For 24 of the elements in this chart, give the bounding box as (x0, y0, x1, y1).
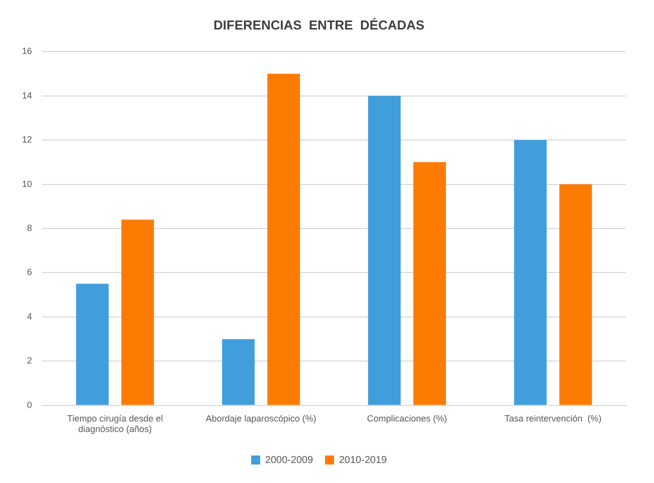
x-tick-label: Tasa reintervención (%) (504, 413, 602, 424)
y-tick-label: 16 (22, 46, 32, 56)
legend-label: 2000-2009 (265, 454, 314, 466)
y-tick-label: 12 (22, 134, 32, 145)
bar (76, 284, 109, 405)
bar (413, 162, 446, 405)
bar (559, 184, 592, 405)
bar (121, 220, 154, 405)
chart-title: DIFERENCIAS ENTRE DÉCADAS (214, 17, 425, 32)
y-tick-label: 2 (26, 356, 32, 366)
x-tick-label: Abordaje laparoscópico (%) (206, 413, 316, 424)
y-tick-label: 6 (26, 267, 32, 278)
bar (267, 74, 300, 405)
bar (222, 339, 255, 405)
y-tick-label: 14 (22, 90, 32, 100)
y-tick-label: 4 (26, 311, 32, 322)
x-tick-label: Tiempo cirugía desde el diagnóstico (años) (67, 413, 163, 434)
x-tick-label: Complicaciones (%) (366, 413, 448, 424)
legend-label: 2010-2019 (339, 454, 388, 466)
bar (368, 96, 401, 405)
bar (514, 140, 547, 405)
y-tick-label: 10 (22, 178, 32, 189)
y-tick-label: 8 (26, 222, 32, 233)
y-tick-label: 0 (26, 400, 32, 410)
